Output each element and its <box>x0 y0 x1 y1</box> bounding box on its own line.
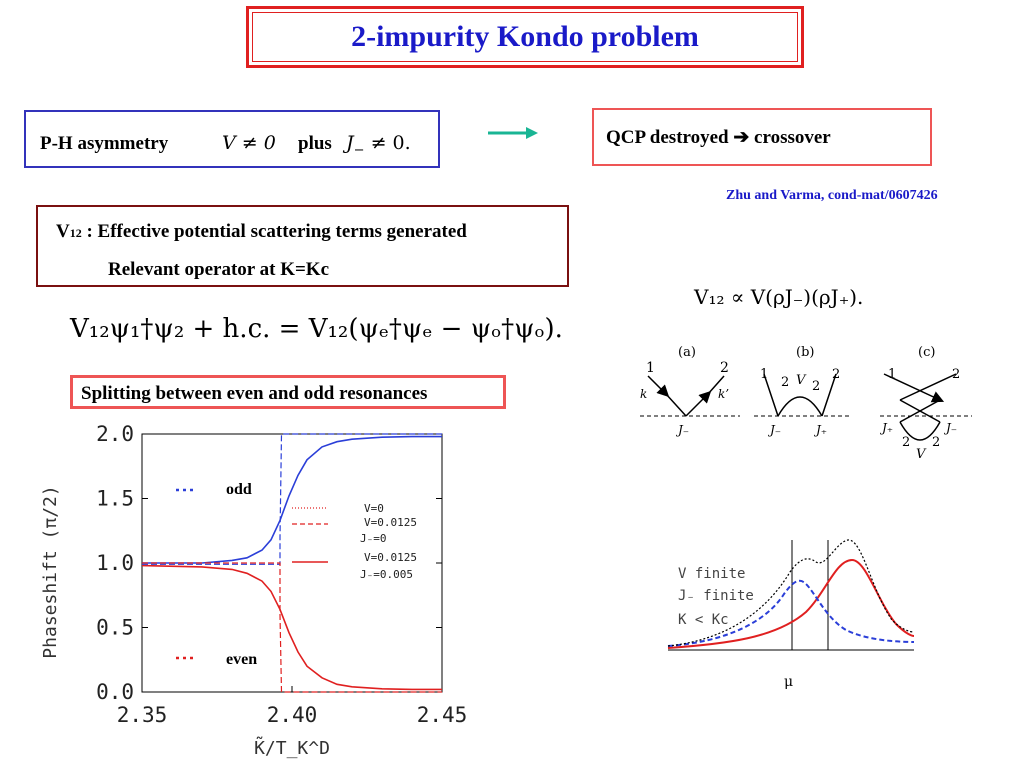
x-tick-label: 2.35 <box>117 703 168 727</box>
diagram-c-cross2 <box>899 399 941 423</box>
diagram-b-n4: 2 <box>832 367 840 382</box>
diagram-a-k: k <box>640 387 647 401</box>
j-subscript: − <box>353 142 365 158</box>
title-inner-frame: 2-impurity Kondo problem <box>252 12 798 62</box>
ph-asymmetry-box: P-H asymmetry V ≠ 0 plus J− ≠ 0. <box>24 110 440 168</box>
y-tick-labels: 2.0 1.5 1.0 0.5 0.0 <box>96 422 134 704</box>
diagram-a-label: (a) <box>678 345 696 360</box>
v12-proportional: V₁₂ ∝ V(ρJ₋)(ρJ₊). <box>694 285 864 309</box>
splitting-box: Splitting between even and odd resonance… <box>70 375 506 409</box>
y-tick-label: 1.5 <box>96 487 134 511</box>
diagram-c-n1: 1 <box>888 367 896 382</box>
even-label: even <box>226 651 257 668</box>
diagram-c-n4: 2 <box>932 435 940 450</box>
resonance-label-k: K < Kc <box>678 612 729 628</box>
diagram-b-loop <box>777 396 823 417</box>
diagram-c-n3: 2 <box>902 435 910 450</box>
legend-v0125-a: V=0.0125 <box>364 516 417 529</box>
resonance-label-j: J₋ finite <box>678 588 754 604</box>
arrow-icon: ➔ <box>733 127 750 148</box>
right-arrow-icon <box>488 127 538 139</box>
diagram-c-outgoing <box>899 373 957 401</box>
diagram-b-incoming <box>763 373 779 417</box>
resonance-xlabel: μ <box>784 674 793 690</box>
diagram-a-outgoing-tail <box>707 375 725 395</box>
y-tick-label: 0.5 <box>96 616 134 640</box>
feynman-diagrams: (a) 1 2 k k’ J₋ (b) 1 2 2 2 V J₋ J₊ (c) … <box>640 345 972 462</box>
diagram-a-outgoing <box>685 390 712 417</box>
qcp-destroyed-box: QCP destroyed ➔ crossover <box>592 108 932 166</box>
series-line-3 <box>142 562 442 693</box>
y-tick-label: 1.0 <box>96 551 134 575</box>
diagram-c-j1: J₊ <box>879 421 893 435</box>
diagram-c-j2: J₋ <box>943 421 957 435</box>
diagram-c-loop <box>899 421 941 441</box>
qcp-text: QCP destroyed ➔ crossover <box>606 126 831 149</box>
splitting-text: Splitting between even and odd resonance… <box>81 383 428 404</box>
diagram-b-outgoing <box>821 373 837 417</box>
diagram-c-label: (c) <box>918 345 935 360</box>
resonance-plot: V finite J₋ finite K < Kc μ <box>667 539 915 690</box>
series-layer <box>141 433 442 693</box>
legend-v0125-b: V=0.0125 <box>364 551 417 564</box>
diagram-a-incoming <box>647 375 670 398</box>
odd-resonance-curve <box>667 579 915 647</box>
legend-j0: J₋=0 <box>360 532 387 545</box>
v12-line1-text: : Effective potential scattering terms g… <box>86 221 467 242</box>
x-tick-label: 2.40 <box>267 703 318 727</box>
v12-symbol: V <box>56 221 70 242</box>
j-symbol: J <box>346 132 354 154</box>
diagram-b-j1: J₋ <box>767 423 781 437</box>
y-tick-label: 0.0 <box>96 680 134 704</box>
v12-line2: Relevant operator at K=Kc <box>108 259 330 280</box>
diagram-c-v: V <box>916 447 927 462</box>
odd-label: odd <box>226 481 252 498</box>
x-tick-label: 2.45 <box>417 703 468 727</box>
diagram-a-incoming-tail <box>665 393 687 417</box>
j-minus-nonzero: J− ≠ 0. <box>346 132 411 158</box>
v12-description-box: V12 : Effective potential scattering ter… <box>36 205 569 287</box>
total-resonance-curve <box>667 539 915 647</box>
y-tick-label: 2.0 <box>96 422 134 446</box>
diagram-b-label: (b) <box>796 345 814 360</box>
v-nonzero: V ≠ 0 <box>222 132 276 154</box>
slide-title: 2-impurity Kondo problem <box>351 20 699 53</box>
y-axis-label: Phaseshift (π/2) <box>40 485 61 658</box>
x-tick-labels: 2.35 2.40 2.45 <box>117 703 468 727</box>
x-axis-label: K̃/T_K^D <box>254 737 330 759</box>
diagram-a-j: J₋ <box>675 423 689 437</box>
v12-equation: V₁₂ψ₁†ψ₂ + h.c. = V₁₂(ψₑ†ψₑ − ψₒ†ψₒ). <box>70 314 563 344</box>
diagram-a-n2: 2 <box>720 360 729 376</box>
diagram-a-n1: 1 <box>646 360 655 376</box>
diagram-b-n2: 2 <box>781 375 789 390</box>
legend-v0: V=0 <box>364 502 384 515</box>
diagram-b-n3: 2 <box>812 379 820 394</box>
series-line-2 <box>142 433 442 565</box>
legend-j0005: J₋=0.005 <box>360 568 413 581</box>
v12-subscript: 12 <box>69 226 82 240</box>
reference-citation: Zhu and Varma, cond-mat/0607426 <box>726 188 938 203</box>
diagram-c-incoming <box>883 373 945 403</box>
series-line-1 <box>141 564 442 691</box>
diagram-b-v: V <box>796 373 807 388</box>
j-relation: ≠ 0. <box>370 132 411 154</box>
qcp-text-b: crossover <box>754 127 831 148</box>
diagram-b-j2: J₊ <box>813 423 827 437</box>
diagram-c-n2: 2 <box>952 367 960 382</box>
title-frame: 2-impurity Kondo problem <box>246 6 804 68</box>
resonance-label-v: V finite <box>678 566 745 582</box>
diagram-b-n1: 1 <box>760 367 768 382</box>
ph-label: P-H asymmetry <box>40 133 169 154</box>
plus-word: plus <box>298 133 332 154</box>
phaseshift-chart: 2.0 1.5 1.0 0.5 0.0 2.35 2.40 2.45 Phaseshift … <box>40 422 468 759</box>
even-resonance-curve <box>667 558 915 649</box>
v12-line1: V12 : Effective potential scattering ter… <box>56 221 467 243</box>
series-line-0 <box>142 435 442 564</box>
diagram-a-kprime: k’ <box>718 387 729 401</box>
qcp-text-a: QCP destroyed <box>606 127 729 148</box>
